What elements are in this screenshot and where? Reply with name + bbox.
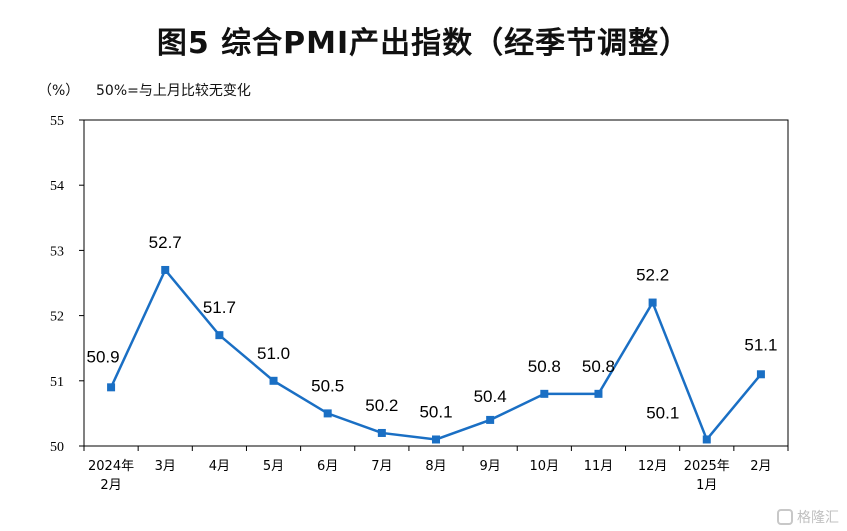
y-tick-label: 51: [50, 375, 64, 390]
chart-title: 图5 综合PMI产出指数（经季节调整）: [156, 26, 691, 61]
x-tick-label: 12月: [638, 459, 668, 474]
y-tick-label: 52: [50, 310, 64, 325]
x-tick-label: 7月: [371, 459, 392, 474]
watermark: 格隆汇: [777, 507, 839, 527]
data-label: 52.7: [149, 233, 182, 252]
data-label: 50.9: [87, 347, 120, 366]
data-label: 51.0: [257, 344, 290, 363]
x-tick-label: 10月: [530, 459, 560, 474]
data-labels: 50.9 52.7 51.7 51.0 50.5 50.2 50.1 50.4 50.8 50.8…: [87, 233, 778, 423]
data-point: [377, 428, 386, 437]
data-point: [107, 383, 116, 392]
data-point: [594, 389, 603, 398]
data-point: [756, 370, 765, 379]
x-tick-label: 6月: [317, 459, 338, 474]
plot-area: [83, 119, 789, 447]
x-tick-label: 4月: [209, 459, 230, 474]
x-tick-label: 2月: [750, 459, 771, 474]
data-label: 50.5: [311, 376, 344, 395]
data-point: [432, 435, 440, 444]
x-tick-label: 9月: [480, 459, 501, 474]
data-point: [648, 298, 657, 307]
data-label: 50.1: [646, 403, 679, 422]
x-tick-label: 5月: [263, 459, 284, 474]
data-label: 50.8: [528, 357, 561, 376]
baseline-note: 50%=与上月比较无变化: [96, 83, 251, 99]
data-point: [215, 331, 224, 340]
y-tick-label: 53: [50, 244, 64, 259]
x-axis: 2024年 2月 3月 4月 5月 6月 7月 8月 9月 10月 11月 12月 2025年 1月 2月: [83, 446, 789, 493]
data-point: [161, 265, 170, 274]
data-label: 51.1: [744, 335, 777, 354]
data-label: 52.2: [636, 266, 669, 285]
data-label: 50.4: [474, 387, 507, 406]
x-tick-label: 2024年 2月: [88, 459, 134, 493]
y-axis: 50 51 52 53 54 55: [50, 114, 84, 455]
data-points: [107, 265, 765, 444]
x-tick-label: 11月: [584, 459, 614, 474]
data-point: [540, 389, 549, 398]
data-point: [323, 409, 332, 418]
data-point: [702, 435, 711, 444]
data-label: 50.8: [582, 357, 615, 376]
x-tick-label: 3月: [155, 459, 176, 474]
data-point: [486, 415, 495, 424]
logo-icon: [777, 509, 793, 525]
watermark-text: 格隆汇: [797, 510, 839, 526]
unit-label: （%）: [38, 83, 80, 99]
y-tick-label: 55: [50, 114, 64, 129]
y-tick-label: 54: [50, 179, 64, 194]
y-tick-label: 50: [50, 440, 64, 455]
data-label: 50.1: [419, 402, 452, 421]
x-tick-label: 2025年 1月: [684, 459, 730, 493]
data-point: [269, 376, 278, 385]
data-label: 50.2: [365, 396, 398, 415]
data-label: 51.7: [203, 298, 236, 317]
x-tick-label: 8月: [425, 459, 446, 474]
